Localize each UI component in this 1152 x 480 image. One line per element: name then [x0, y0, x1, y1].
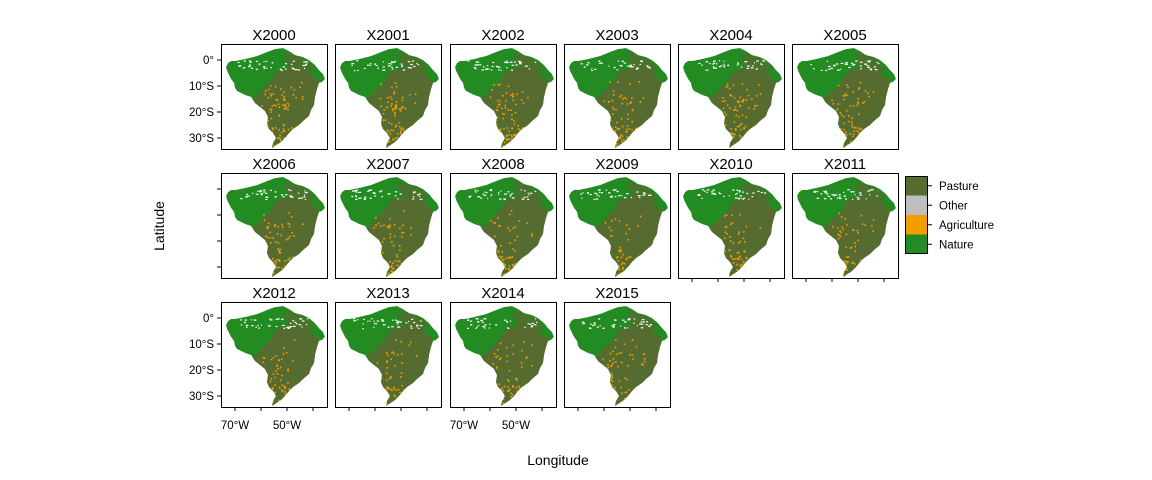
- panel-title: X2014: [481, 285, 524, 302]
- x-axis-ticks: 70°W 50°W 70°W 50°W: [221, 420, 530, 432]
- map-panel: X2003: [565, 27, 671, 150]
- panel-title: X2002: [481, 27, 524, 44]
- map-panel: X2002: [451, 27, 557, 150]
- y-axis-ticks-row-1: 0° 10°S 20°S 30°S: [189, 55, 214, 145]
- y-tick-label: 20°S: [189, 365, 214, 377]
- panel-title: X2006: [252, 156, 295, 173]
- map-panels: X2000 X2001 X2002 X2003 X2004 X2005 X2006 X2007…: [217, 27, 899, 411]
- panel-title: X2004: [709, 27, 752, 44]
- legend: Pasture Other Agriculture Nature: [905, 176, 994, 254]
- legend-swatch: [905, 196, 928, 216]
- y-tick-label: 10°S: [189, 81, 214, 93]
- map-panel: X2009: [565, 156, 671, 279]
- y-tick-label: 30°S: [189, 133, 214, 145]
- map-panel: X2015: [565, 285, 671, 411]
- panel-title: X2011: [824, 156, 866, 173]
- panel-title: X2012: [252, 285, 295, 302]
- panel-title: X2009: [595, 156, 638, 173]
- panel-title: X2001: [366, 27, 409, 44]
- panel-title: X2008: [481, 156, 524, 173]
- y-tick-label: 20°S: [189, 107, 214, 119]
- panel-title: X2005: [823, 27, 866, 44]
- x-axis-title: Longitude: [527, 452, 589, 468]
- map-panel: X2014: [451, 285, 557, 411]
- panel-title: X2007: [366, 156, 409, 173]
- map-panel: X2013: [336, 285, 442, 411]
- x-tick-label: 50°W: [502, 420, 530, 432]
- legend-swatch: [905, 176, 928, 196]
- legend-label: Nature: [939, 239, 974, 251]
- legend-label: Pasture: [939, 181, 979, 193]
- y-tick-label: 30°S: [189, 391, 214, 403]
- panel-title: X2013: [366, 285, 409, 302]
- map-panel: X2001: [336, 27, 442, 150]
- map-panel: X2008: [451, 156, 557, 279]
- map-panel: X2011: [793, 156, 899, 282]
- map-panel: X2006: [217, 156, 328, 279]
- y-tick-label: 0°: [203, 55, 214, 67]
- y-axis-title: Latitude: [151, 201, 167, 251]
- x-tick-label: 70°W: [221, 420, 249, 432]
- map-panel: X2004: [679, 27, 785, 150]
- legend-label: Other: [939, 200, 968, 212]
- x-tick-label: 50°W: [273, 420, 301, 432]
- x-tick-label: 70°W: [450, 420, 478, 432]
- legend-label: Agriculture: [939, 220, 994, 232]
- panel-title: X2003: [595, 27, 638, 44]
- map-panel: X2007: [336, 156, 442, 279]
- y-tick-label: 0°: [203, 313, 214, 325]
- legend-swatch: [905, 215, 928, 235]
- panel-title: X2010: [709, 156, 752, 173]
- map-panel: X2010: [679, 156, 785, 282]
- map-panel: X2005: [793, 27, 899, 150]
- panel-title: X2015: [595, 285, 638, 302]
- y-tick-label: 10°S: [189, 339, 214, 351]
- y-axis-ticks-row-3: 0° 10°S 20°S 30°S: [189, 313, 214, 403]
- legend-swatch: [905, 235, 928, 255]
- map-panel: X2000: [217, 27, 328, 150]
- panel-title: X2000: [252, 27, 295, 44]
- map-panel: X2012: [217, 285, 328, 411]
